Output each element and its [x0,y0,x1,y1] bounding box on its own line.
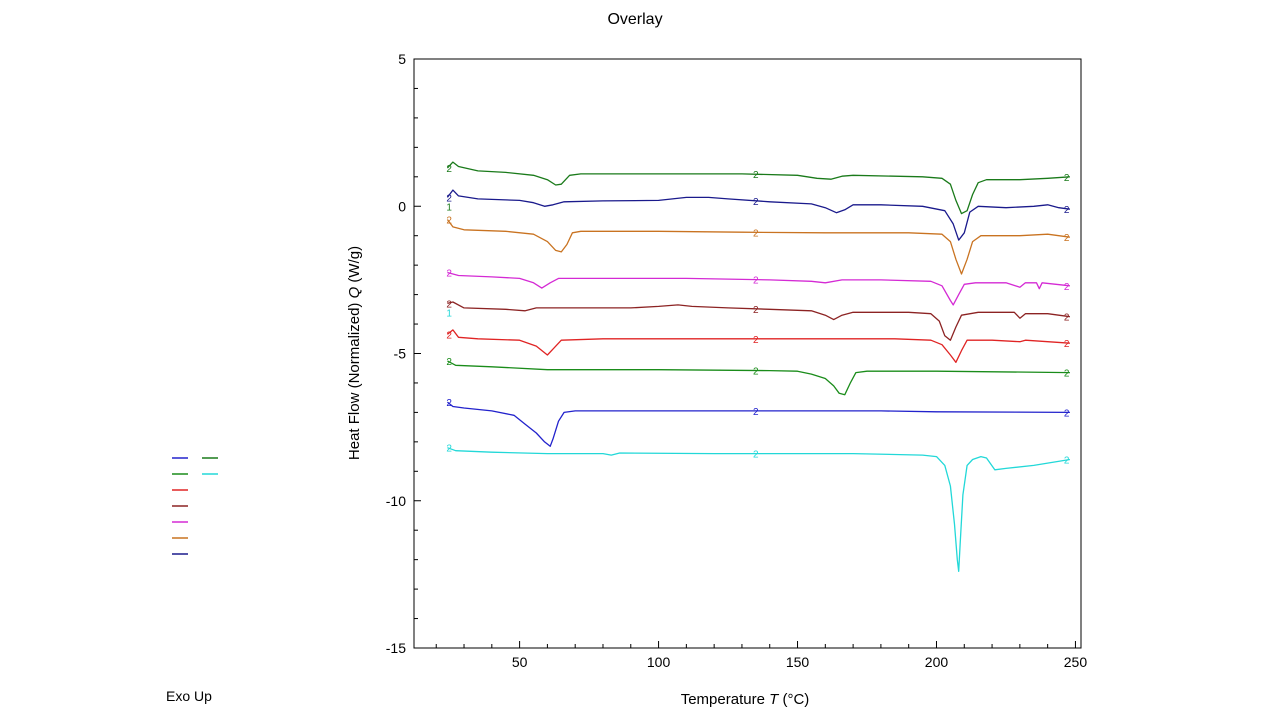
series-start-label: 2 [446,164,452,175]
x-tick-label: 200 [925,654,949,670]
series-mid-label: 2 [753,276,759,287]
series-mid-label: 2 [753,407,759,418]
series-extra-label: 1 [446,202,452,213]
series-mid-label: 2 [753,197,759,208]
series-line-9 [447,447,1071,573]
plot-frame [413,58,1082,649]
series-mid-label: 2 [753,335,759,346]
exo-up-label: Exo Up [166,688,212,704]
x-axis: 50 100 150 200 250 [435,641,1088,670]
series-end-label: 2 [1064,369,1070,380]
series-line-5 [447,301,1070,341]
series-end-label: 2 [1064,205,1070,216]
series-line-1 [446,161,1070,215]
chart-title: Overlay [607,11,662,28]
x-axis-label: Temperature T (°C) [681,691,810,708]
series-start-label: 2 [446,330,452,341]
series-start-label: 2 [446,398,452,409]
x-tick-label: 50 [512,654,528,670]
series-start-label: 2 [446,444,452,455]
series-end-label: 2 [1064,456,1070,467]
series-mid-label: 2 [753,228,759,239]
series-end-label: 2 [1064,233,1070,244]
series-line-8 [446,401,1070,447]
legend [172,457,218,555]
series-end-label: 2 [1064,313,1070,324]
series-line-6 [446,329,1070,363]
series-mid-label: 2 [753,305,759,316]
series-start-label: 2 [446,269,452,280]
series-start-label: 2 [446,357,452,368]
y-tick-label: -10 [386,493,406,509]
y-axis: 5 0 -5 -10 -15 [386,51,421,656]
series-start-label: 2 [446,216,452,227]
x-tick-label: 250 [1064,654,1088,670]
series-start-label: 2 [446,299,452,310]
series-end-label: 2 [1064,339,1070,350]
series-extra-label: 1 [446,308,452,319]
series-end-label: 2 [1064,408,1070,419]
series-mid-label: 2 [753,170,759,181]
series-start-label: 2 [446,193,452,204]
y-axis-label: Heat Flow (Normalized) Q (W/g) [346,246,363,460]
series-end-label: 2 [1064,282,1070,293]
series-line-2 [446,189,1070,241]
x-tick-label: 100 [647,654,671,670]
series-mid-label: 2 [753,450,759,461]
series-line-4 [447,271,1070,306]
series-mid-label: 2 [753,366,759,377]
series-line-7 [447,360,1070,396]
x-tick-label: 150 [786,654,810,670]
y-tick-label: -15 [386,640,406,656]
y-tick-label: 0 [398,198,406,214]
y-tick-label: -5 [394,346,407,362]
y-tick-label: 5 [398,51,406,67]
series-end-label: 2 [1064,173,1070,184]
series-line-3 [446,219,1070,275]
